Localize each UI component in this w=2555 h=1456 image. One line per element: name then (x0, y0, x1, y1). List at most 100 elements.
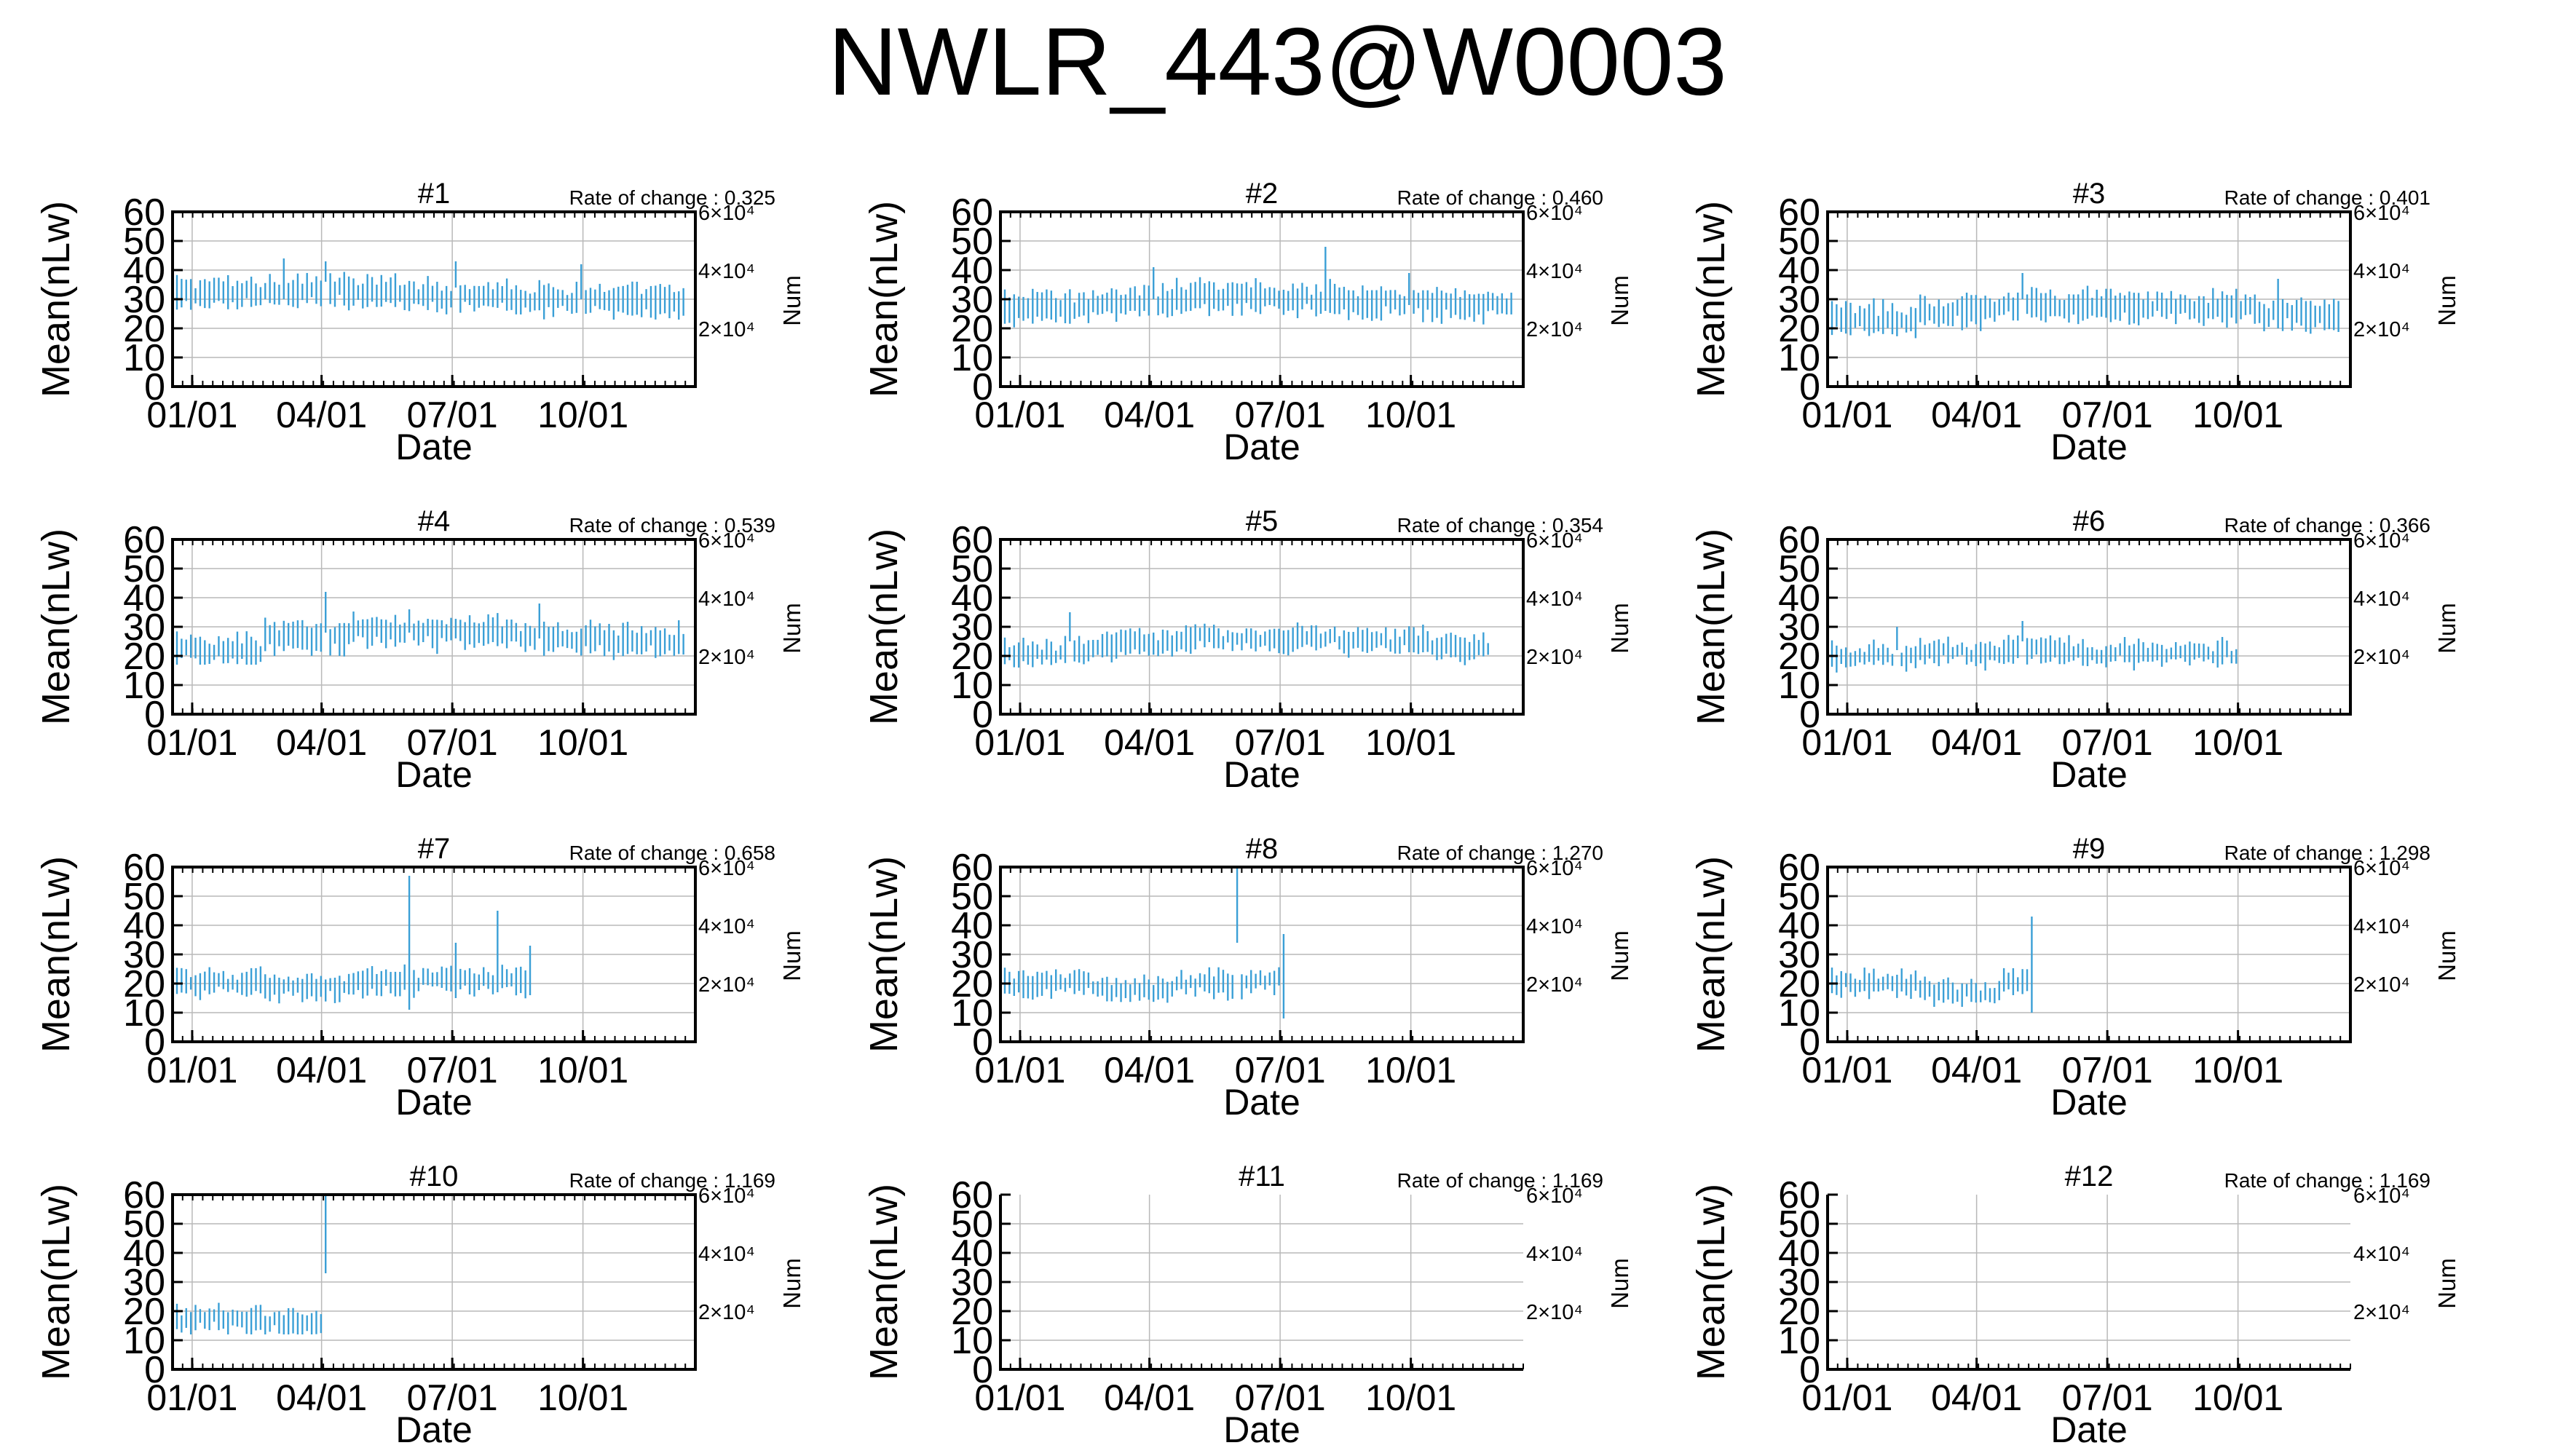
x-tick-label: 10/01 (537, 1377, 628, 1418)
y-tick-label: 50 (123, 876, 165, 918)
y-tick-label: 40 (1778, 577, 1820, 620)
x-tick-label: 01/01 (1801, 1050, 1892, 1091)
right-tick-label: 4×10⁴ (2353, 260, 2410, 283)
y-axis-label: Mean(nLw) (34, 529, 78, 725)
right-axis-label: Num (1606, 275, 1633, 326)
right-tick-label: 2×10⁴ (2353, 973, 2410, 997)
y-tick-label: 30 (951, 606, 993, 649)
y-axis-label: Mean(nLw) (34, 856, 78, 1053)
y-tick-label: 30 (1778, 606, 1820, 649)
x-tick-label: 01/01 (1801, 1377, 1892, 1418)
x-tick-label: 10/01 (2192, 395, 2283, 435)
y-tick-label: 30 (123, 934, 165, 976)
y-tick-label: 50 (951, 1203, 993, 1246)
y-tick-label: 10 (123, 1320, 165, 1362)
right-axis-label: Num (778, 275, 805, 326)
y-tick-label: 10 (1778, 1320, 1820, 1362)
right-axis-label: Num (778, 1258, 805, 1309)
y-tick-label: 0 (144, 694, 165, 736)
y-tick-label: 60 (1778, 847, 1820, 889)
y-axis-label: Mean(nLw) (862, 1184, 906, 1380)
x-tick-label: 07/01 (2062, 1050, 2153, 1091)
y-tick-label: 40 (951, 905, 993, 947)
x-tick-label: 07/01 (1235, 1050, 1326, 1091)
right-tick-label: 2×10⁴ (1526, 318, 1583, 341)
right-tick-label: 6×10⁴ (1526, 857, 1583, 880)
panel-title: #4 (418, 505, 451, 537)
y-tick-label: 40 (1778, 250, 1820, 292)
x-tick-label: 07/01 (407, 1050, 498, 1091)
rate-of-change: Rate of change : 0.460 (1397, 186, 1603, 209)
y-tick-label: 40 (123, 1233, 165, 1275)
right-axis-label: Num (778, 603, 805, 654)
panel-title: #8 (1246, 833, 1279, 865)
right-tick-label: 2×10⁴ (2353, 646, 2410, 669)
right-tick-label: 2×10⁴ (698, 1301, 755, 1324)
y-axis-label: Mean(nLw) (1689, 1184, 1733, 1380)
right-tick-label: 4×10⁴ (1526, 1243, 1583, 1266)
y-tick-label: 10 (951, 665, 993, 707)
y-tick-label: 10 (1778, 337, 1820, 379)
right-tick-label: 4×10⁴ (1526, 915, 1583, 938)
right-axis-label: Num (1606, 930, 1633, 981)
right-tick-label: 4×10⁴ (1526, 587, 1583, 611)
x-axis-label: Date (395, 1082, 473, 1123)
y-tick-label: 30 (123, 606, 165, 649)
y-tick-label: 60 (951, 847, 993, 889)
y-tick-label: 0 (1799, 366, 1820, 408)
y-tick-label: 0 (1799, 1021, 1820, 1064)
y-tick-label: 60 (951, 1174, 993, 1216)
y-axis-label: Mean(nLw) (862, 529, 906, 725)
right-tick-label: 6×10⁴ (1526, 1184, 1583, 1208)
x-tick-label: 01/01 (146, 395, 237, 435)
right-tick-label: 6×10⁴ (698, 1184, 755, 1208)
right-tick-label: 4×10⁴ (2353, 915, 2410, 938)
x-tick-label: 04/01 (1104, 1377, 1195, 1418)
x-tick-label: 07/01 (407, 722, 498, 763)
panel-title: #11 (1239, 1160, 1285, 1192)
y-tick-label: 30 (123, 1262, 165, 1304)
rate-of-change: Rate of change : 0.539 (569, 514, 775, 537)
right-tick-label: 6×10⁴ (698, 202, 755, 225)
x-axis-label: Date (395, 754, 473, 795)
right-axis-label: Num (1606, 603, 1633, 654)
x-tick-label: 10/01 (2192, 1050, 2283, 1091)
y-tick-label: 20 (951, 1291, 993, 1333)
x-tick-label: 04/01 (1104, 1050, 1195, 1091)
x-tick-label: 07/01 (1235, 722, 1326, 763)
x-tick-label: 04/01 (1104, 395, 1195, 435)
y-tick-label: 40 (123, 250, 165, 292)
y-tick-label: 40 (123, 905, 165, 947)
right-tick-label: 4×10⁴ (2353, 1243, 2410, 1266)
right-tick-label: 2×10⁴ (698, 318, 755, 341)
right-tick-label: 4×10⁴ (698, 260, 755, 283)
x-tick-label: 04/01 (276, 395, 367, 435)
y-tick-label: 10 (1778, 665, 1820, 707)
x-tick-label: 01/01 (974, 395, 1065, 435)
x-tick-label: 10/01 (1365, 1050, 1456, 1091)
y-tick-label: 50 (1778, 221, 1820, 263)
y-tick-label: 60 (1778, 519, 1820, 561)
y-tick-label: 60 (123, 847, 165, 889)
y-tick-label: 0 (144, 1349, 165, 1391)
y-tick-label: 20 (1778, 308, 1820, 350)
y-tick-label: 20 (951, 636, 993, 678)
y-tick-label: 20 (951, 963, 993, 1005)
y-tick-label: 10 (1778, 992, 1820, 1034)
y-tick-label: 10 (951, 1320, 993, 1362)
right-axis-label: Num (1606, 1258, 1633, 1309)
x-tick-label: 01/01 (1801, 722, 1892, 763)
y-tick-label: 0 (972, 1349, 993, 1391)
y-tick-label: 50 (123, 221, 165, 263)
y-axis-label: Mean(nLw) (34, 1184, 78, 1380)
y-tick-label: 10 (123, 337, 165, 379)
right-tick-label: 2×10⁴ (1526, 1301, 1583, 1324)
y-tick-label: 30 (1778, 279, 1820, 321)
x-axis-label: Date (1223, 754, 1300, 795)
x-tick-label: 04/01 (276, 1377, 367, 1418)
